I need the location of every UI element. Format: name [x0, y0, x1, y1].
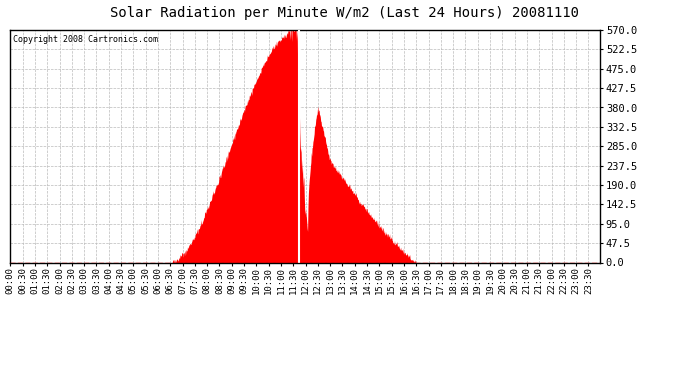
Text: Solar Radiation per Minute W/m2 (Last 24 Hours) 20081110: Solar Radiation per Minute W/m2 (Last 24… — [110, 6, 580, 20]
Text: Copyright 2008 Cartronics.com: Copyright 2008 Cartronics.com — [13, 34, 158, 44]
